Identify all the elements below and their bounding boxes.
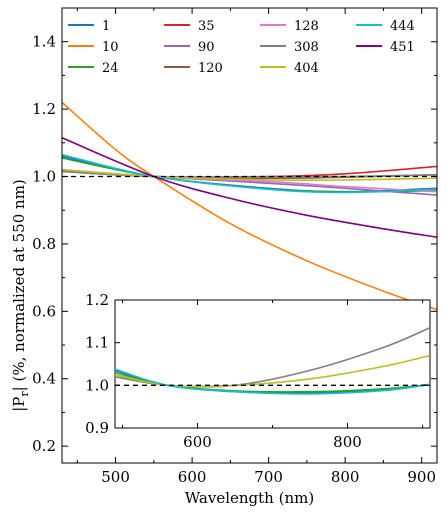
legend-label-451: 451 — [390, 40, 415, 55]
legend-label-1: 1 — [102, 19, 110, 34]
inset-axes: 600 800 0.9 1.0 1.1 1.2 — [85, 291, 430, 451]
x-tick-label: 500 — [101, 468, 130, 486]
y-tick-label: 0.6 — [32, 302, 56, 320]
x-tick-label: 900 — [407, 468, 436, 486]
legend: 1 10 24 35 90 120 128 308 404 444 451 — [68, 19, 415, 76]
legend-label-120: 120 — [198, 61, 223, 76]
legend-label-10: 10 — [102, 40, 119, 55]
y-tick-label: 1.0 — [32, 168, 56, 186]
main-series-group — [61, 101, 438, 311]
y-axis-label-subscript: r — [18, 391, 31, 397]
legend-label-128: 128 — [294, 19, 319, 34]
legend-label-308: 308 — [294, 40, 319, 55]
inset-y-tick-label: 1.0 — [85, 376, 109, 394]
legend-label-404: 404 — [294, 61, 319, 76]
legend-label-444: 444 — [390, 19, 415, 34]
series-line-10 — [61, 101, 438, 311]
y-axis-label-prefix: |P — [10, 397, 28, 412]
inset-y-tick-label: 1.2 — [85, 291, 109, 309]
series-line-444 — [61, 153, 438, 194]
main-plot-frame — [61, 7, 438, 464]
inset-series-line-444 — [114, 368, 431, 395]
inset-series-group — [114, 326, 431, 395]
legend-label-24: 24 — [102, 61, 119, 76]
legend-label-90: 90 — [198, 40, 215, 55]
y-tick-label: 0.4 — [32, 370, 56, 388]
series-line-451 — [61, 137, 438, 238]
inset-x-tick-label: 800 — [333, 433, 362, 451]
x-tick-label: 700 — [254, 468, 283, 486]
series-line-404 — [61, 169, 438, 182]
x-tick-label: 800 — [331, 468, 360, 486]
inset-y-tick-label: 0.9 — [85, 419, 109, 437]
y-tick-label: 0.8 — [32, 235, 56, 253]
main-axes: 500 600 700 800 900 0.2 0.4 0.6 0.8 1.0 1.2 1.4 — [32, 8, 437, 486]
legend-label-35: 35 — [198, 19, 215, 34]
inset-plot-frame — [114, 299, 431, 429]
x-axis-label: Wavelength (nm) — [185, 489, 314, 507]
inset-x-tick-label: 600 — [183, 433, 212, 451]
y-axis-label-suffix: | (%, normalized at 550 nm) — [10, 179, 28, 391]
y-tick-label: 1.2 — [32, 100, 56, 118]
y-tick-label: 0.2 — [32, 437, 56, 455]
y-tick-label: 1.4 — [32, 33, 56, 51]
y-axis-label: |Pr| (%, normalized at 550 nm) — [10, 179, 31, 412]
inset-y-tick-label: 1.1 — [85, 334, 109, 352]
x-tick-label: 600 — [178, 468, 207, 486]
